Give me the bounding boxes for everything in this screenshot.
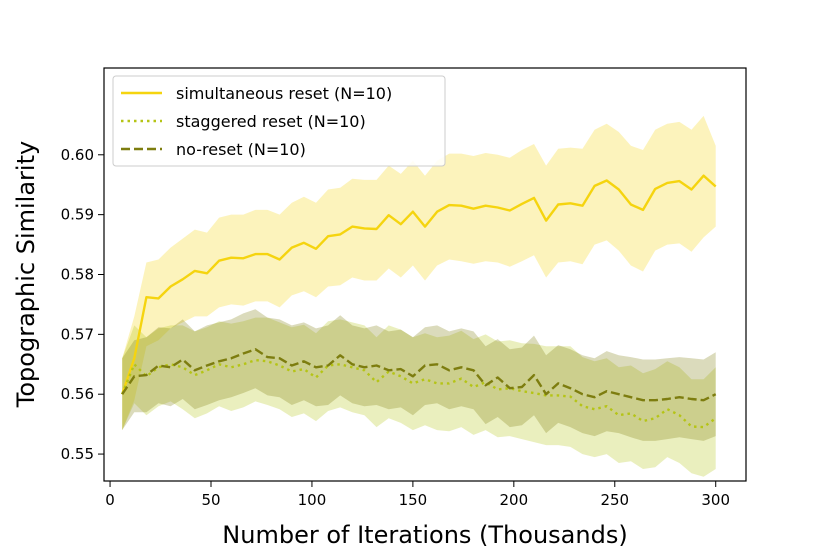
legend: simultaneous reset (N=10) staggered rese… — [112, 75, 446, 167]
y-tick-label: 0.60 — [61, 146, 94, 164]
y-axis: 0.55 0.56 0.57 0.58 0.59 0.60 — [61, 146, 104, 463]
y-tick-label: 0.56 — [61, 385, 94, 403]
legend-label-staggered: staggered reset (N=10) — [176, 112, 366, 131]
legend-box — [112, 75, 446, 167]
x-tick-label: 300 — [701, 491, 730, 509]
series-line-staggered-reset-n-10 — [121, 358, 717, 429]
series-line-no-reset-n-10 — [121, 348, 717, 402]
x-tick-label: 100 — [298, 491, 327, 509]
band-no-reset-n-10 — [122, 309, 716, 441]
x-tick-label: 200 — [500, 491, 529, 509]
y-tick-label: 0.58 — [61, 266, 94, 284]
y-tick-label: 0.59 — [61, 206, 94, 224]
series-line-simultaneous-reset-n-10 — [121, 174, 717, 395]
legend-label-simultaneous: simultaneous reset (N=10) — [176, 84, 392, 103]
x-tick-label: 50 — [201, 491, 220, 509]
legend-label-no-reset: no-reset (N=10) — [176, 140, 306, 159]
band-simultaneous-reset-n-10 — [122, 115, 716, 431]
y-tick-label: 0.55 — [61, 445, 94, 463]
y-tick-label: 0.57 — [61, 325, 94, 343]
x-tick-label: 0 — [105, 491, 115, 509]
x-tick-label: 250 — [600, 491, 629, 509]
series-lines — [121, 174, 717, 429]
y-axis-title: Topographic Similarity — [12, 141, 40, 408]
x-tick-label: 150 — [399, 491, 428, 509]
x-axis-title: Number of Iterations (Thousands) — [222, 521, 627, 549]
x-axis: 0 50 100 150 200 250 300 — [105, 481, 730, 509]
confidence-bands — [122, 115, 716, 477]
